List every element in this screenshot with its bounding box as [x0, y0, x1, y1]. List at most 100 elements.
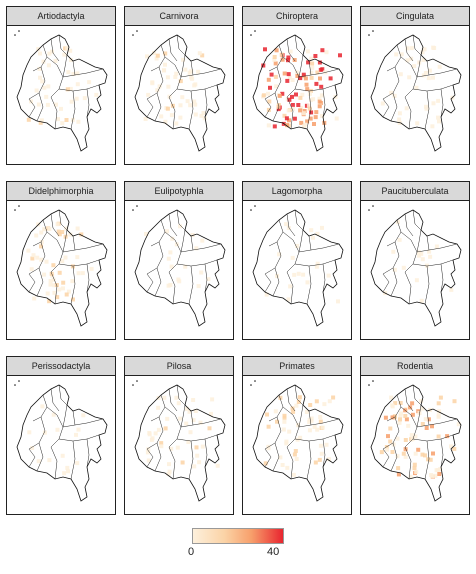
- occurrence-cell: [66, 289, 71, 294]
- department-boundary: [404, 388, 414, 412]
- occurrence-cell: [301, 72, 306, 77]
- occurrence-cell: [166, 84, 171, 89]
- occurrence-cell: [404, 106, 409, 111]
- occurrence-cell: [200, 238, 205, 243]
- country-outline: [370, 384, 462, 502]
- country-outline: [16, 209, 108, 327]
- occurrence-cell: [267, 99, 272, 104]
- occurrence-cell: [284, 116, 289, 121]
- occurrence-cell: [52, 283, 57, 288]
- occurrence-cell: [165, 106, 170, 111]
- department-boundary: [168, 446, 176, 480]
- panel-lagomorpha: Lagomorpha: [242, 181, 352, 340]
- occurrence-cell: [423, 71, 428, 75]
- department-boundary: [282, 231, 300, 273]
- occurrence-cell: [286, 297, 291, 302]
- department-boundary: [28, 448, 36, 468]
- department-boundary: [70, 265, 76, 305]
- island-marker: [136, 30, 138, 32]
- occurrence-cell: [324, 50, 329, 55]
- occurrence-cell: [434, 468, 439, 473]
- country-map: [368, 380, 462, 502]
- occurrence-cell: [412, 462, 417, 467]
- department-boundary: [50, 213, 60, 237]
- occurrence-cell: [194, 246, 199, 251]
- occurrence-cell: [292, 452, 297, 457]
- occurrence-cell: [192, 464, 197, 469]
- occurrence-cell: [63, 46, 68, 51]
- department-boundary: [86, 263, 90, 293]
- occurrence-cell: [34, 233, 39, 238]
- department-boundary: [204, 263, 208, 293]
- occurrence-cell: [328, 76, 333, 81]
- occurrence-cell: [436, 434, 441, 439]
- occurrence-cell: [80, 271, 85, 276]
- occurrence-cell: [31, 253, 36, 258]
- occurrence-cell: [280, 57, 285, 62]
- occurrence-cell: [57, 287, 62, 292]
- occurrence-cell: [431, 75, 435, 80]
- department-boundary: [424, 90, 430, 130]
- department-boundary: [72, 60, 76, 76]
- occurrence-cell: [409, 433, 414, 438]
- occurrence-cell: [155, 88, 160, 93]
- occurrence-cell: [167, 469, 172, 474]
- department-boundary: [294, 384, 304, 406]
- country-map: [250, 380, 344, 502]
- occurrence-cell: [66, 70, 71, 75]
- occurrence-cell: [193, 102, 198, 107]
- occurrence-cell: [165, 416, 170, 421]
- occurrence-cell: [379, 450, 384, 455]
- occurrence-cell: [312, 122, 316, 126]
- country-map: [14, 380, 108, 502]
- department-boundary: [32, 219, 48, 247]
- occurrence-cell: [215, 463, 220, 468]
- occurrence-cell: [65, 45, 70, 50]
- occurrence-cell: [413, 451, 418, 456]
- occurrence-cell: [192, 99, 197, 104]
- department-boundary: [416, 229, 422, 253]
- occurrence-cell: [295, 243, 300, 248]
- occurrence-cell: [297, 395, 302, 400]
- occurrence-cell: [419, 251, 424, 256]
- occurrence-cell: [57, 232, 62, 237]
- panel-rodentia: Rodentia: [360, 356, 470, 515]
- department-boundary: [50, 271, 58, 305]
- occurrence-cell: [199, 113, 204, 118]
- occurrence-cell: [152, 51, 156, 56]
- occurrence-cell: [403, 454, 408, 459]
- occurrence-cell: [272, 57, 277, 62]
- island-marker: [132, 34, 134, 36]
- occurrence-cell: [315, 427, 320, 432]
- occurrence-cell: [290, 106, 295, 111]
- occurrence-cell: [413, 434, 418, 439]
- occurrence-cell: [326, 273, 331, 278]
- occurrence-cell: [305, 280, 310, 285]
- occurrence-cell: [200, 53, 205, 58]
- department-boundary: [286, 96, 294, 130]
- panel-paucituberculata: Paucituberculata: [360, 181, 470, 340]
- occurrence-cell: [296, 400, 301, 404]
- occurrence-cell: [318, 415, 323, 419]
- department-boundary: [308, 60, 312, 76]
- facet-grid: Artiodactyla Carnivora Chiroptera Cingulata…: [6, 6, 470, 516]
- island-marker: [368, 384, 370, 386]
- occurrence-cell: [54, 283, 59, 287]
- country-map: [250, 30, 344, 152]
- occurrence-cell: [436, 115, 440, 120]
- occurrence-cell: [319, 84, 324, 89]
- island-marker: [250, 34, 252, 36]
- occurrence-cell: [27, 430, 32, 435]
- department-boundary: [412, 84, 454, 92]
- department-boundary: [176, 84, 218, 92]
- department-boundary: [322, 88, 326, 118]
- occurrence-cell: [437, 409, 442, 414]
- country-outline: [16, 384, 108, 502]
- occurrence-cell: [29, 267, 34, 272]
- department-boundary: [28, 416, 46, 450]
- occurrence-cell: [64, 226, 69, 231]
- occurrence-cell: [60, 453, 65, 458]
- island-marker: [368, 209, 370, 211]
- occurrence-cell: [45, 291, 50, 296]
- occurrence-cell: [165, 229, 169, 234]
